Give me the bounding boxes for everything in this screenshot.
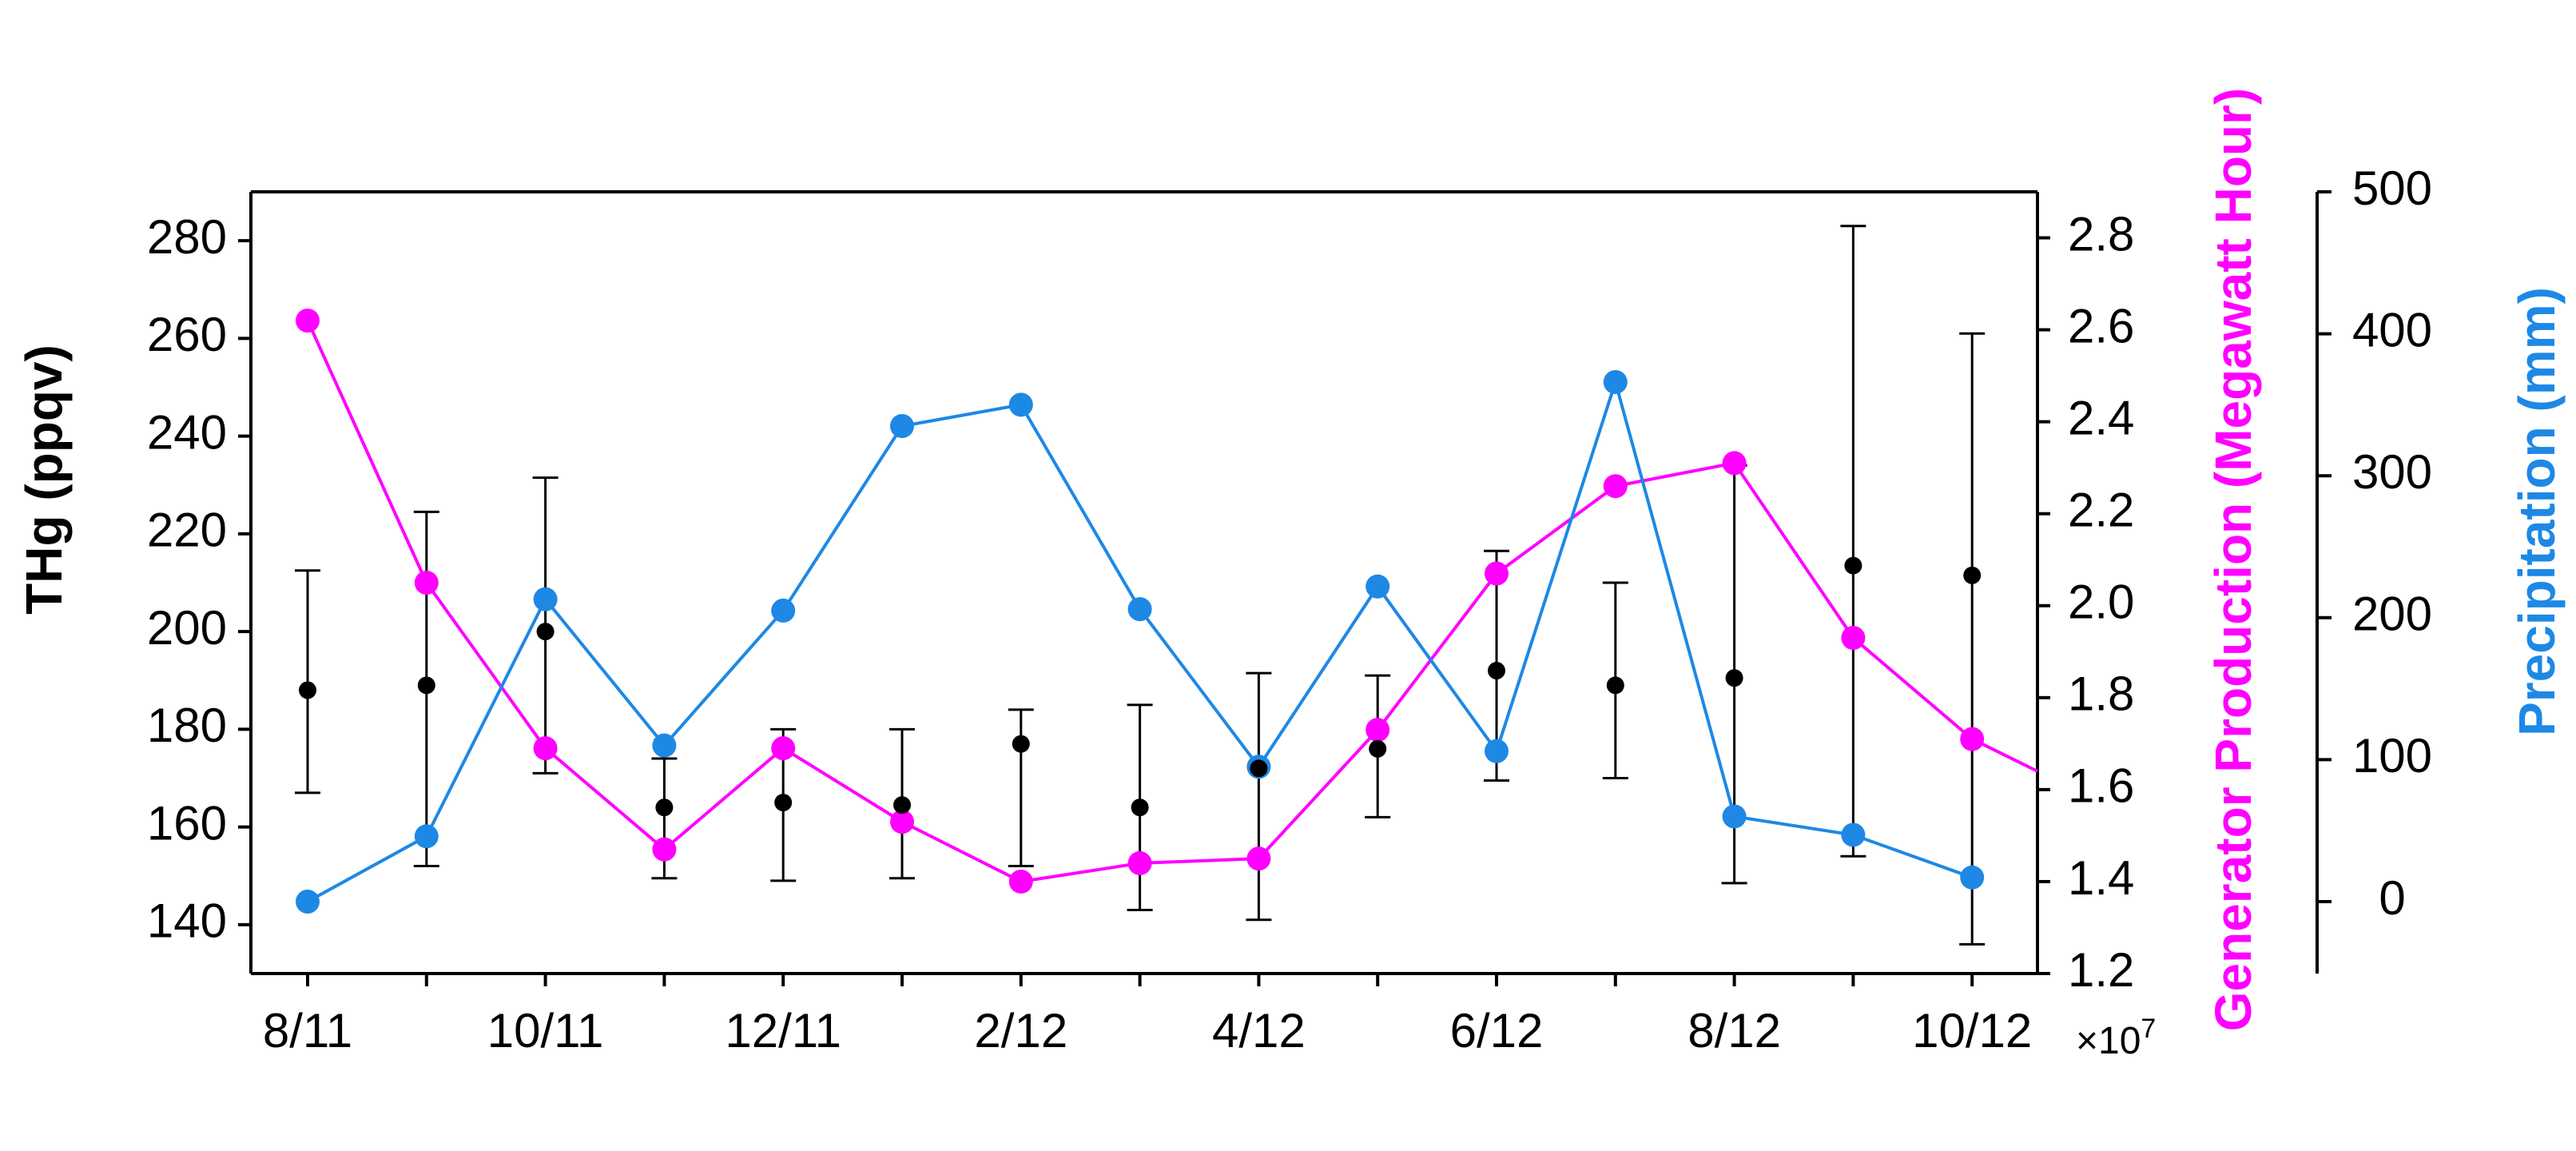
- precipitation-point: [533, 587, 558, 611]
- thg-point: [1369, 739, 1387, 758]
- precipitation-point: [296, 890, 320, 914]
- precipitation-point: [1008, 392, 1033, 417]
- generator-point: [1127, 850, 1152, 875]
- precipitation-point: [1960, 865, 1985, 890]
- generator-line: [306, 320, 2038, 884]
- generator-point: [1366, 718, 1390, 743]
- plot-frame-layer: [249, 190, 2039, 975]
- precipitation-point: [1722, 804, 1747, 829]
- right-axis-generator-tick-label: 1.8: [2068, 667, 2134, 721]
- thg-point: [1250, 759, 1268, 778]
- x-axis-tick-label: 8/12: [1688, 1004, 1781, 1057]
- x-axis-tick-label: 2/12: [974, 1004, 1067, 1057]
- right-axis-generator-tick-label: 1.2: [2068, 943, 2134, 997]
- x-axis: 8/11 10/11 12/11 2/12 4/12 6/12 8/12 10/12: [263, 974, 2032, 1057]
- right-axis-generator-tick-label: 2.0: [2068, 576, 2134, 629]
- generator-multiplier-exponent: 7: [2141, 1014, 2156, 1044]
- thg-point: [1012, 735, 1030, 753]
- x-axis-tick-label: 4/12: [1212, 1004, 1306, 1057]
- right-axis-generator-tick-label: 2.4: [2068, 391, 2134, 444]
- right-axis-generator-tick-label: 2.6: [2068, 299, 2134, 352]
- left-axis-title: THg (ppqv): [15, 345, 73, 615]
- x-axis-tick-label: 6/12: [1450, 1004, 1544, 1057]
- generator-multiplier-label: ×107: [2076, 1014, 2156, 1062]
- left-axis-tick-label: 140: [147, 894, 227, 948]
- generator-point: [1960, 727, 1985, 751]
- thg-point: [1488, 662, 1505, 680]
- right-axis-generator-title: Generator Production (Megawatt Hour): [2204, 88, 2262, 1032]
- left-axis-tick-label: 200: [147, 601, 227, 655]
- precipitation-point: [1603, 369, 1628, 394]
- right-axis-precipitation-tick-label: 300: [2352, 445, 2432, 499]
- right-axis-precipitation: 0 100 200 300 400 500: [2316, 161, 2432, 974]
- generator-point: [296, 309, 320, 333]
- generator-point: [1841, 626, 1866, 651]
- thg-point: [893, 796, 911, 814]
- generator-point: [1603, 474, 1628, 499]
- generator-point: [652, 837, 677, 862]
- generator-multiplier-base: ×10: [2076, 1020, 2141, 1062]
- right-axis-generator: 1.2 1.4 1.6 1.8 2.0 2.2 2.4 2.6 2.8: [2037, 207, 2134, 997]
- right-axis-precipitation-tick-label: 200: [2352, 587, 2432, 641]
- thg-point: [1844, 556, 1862, 575]
- left-axis-tick-label: 220: [147, 504, 227, 557]
- precipitation-point: [1127, 597, 1152, 622]
- thg-point: [417, 676, 435, 695]
- thg-point: [1963, 566, 1982, 584]
- right-axis-precipitation-tick-label: 400: [2352, 303, 2432, 356]
- thg-point: [774, 794, 793, 812]
- x-axis-tick-label: 10/11: [487, 1004, 604, 1057]
- precipitation-point: [1366, 574, 1390, 599]
- left-axis-tick-label: 240: [147, 405, 227, 459]
- thg-point: [655, 799, 674, 817]
- precipitation-point: [652, 733, 677, 758]
- precipitation-point: [1841, 822, 1866, 847]
- series-layer: [295, 225, 2038, 946]
- right-axis-precipitation-tick-label: 500: [2352, 161, 2432, 215]
- right-axis-precipitation-tick-label: 100: [2352, 729, 2432, 783]
- thg-point: [1725, 669, 1743, 687]
- right-axis-generator-tick-label: 2.8: [2068, 207, 2134, 261]
- left-axis-tick-label: 180: [147, 699, 227, 752]
- generator-point: [1246, 846, 1271, 871]
- right-axis-generator-tick-label: 2.2: [2068, 484, 2134, 537]
- precipitation-point: [1485, 739, 1509, 763]
- generator-point: [771, 736, 796, 761]
- thg-point: [1606, 676, 1624, 695]
- generator-point: [1008, 869, 1033, 894]
- precipitation-point: [771, 598, 796, 623]
- right-axis-precipitation-title: Precipitation (mm): [2508, 287, 2566, 736]
- right-axis-precipitation-tick-label: 0: [2379, 871, 2405, 925]
- precipitation-point: [890, 414, 914, 439]
- thg-point: [299, 681, 316, 699]
- x-axis-tick-label: 12/11: [725, 1004, 841, 1057]
- generator-point: [533, 736, 558, 761]
- thg-point: [536, 623, 555, 641]
- thg-point: [1131, 799, 1149, 817]
- precipitation-point: [414, 824, 439, 849]
- x-axis-tick-label: 10/12: [1912, 1004, 2032, 1057]
- x-axis-tick-label: 8/11: [263, 1004, 352, 1057]
- right-axis-generator-tick-label: 1.4: [2068, 851, 2134, 905]
- left-axis-tick-label: 260: [147, 308, 227, 361]
- left-axis-tick-label: 280: [147, 210, 227, 264]
- left-axis: 140 160 180 200 220 240 260 280: [147, 210, 251, 948]
- generator-point: [890, 810, 914, 834]
- generator-point: [1722, 451, 1747, 476]
- left-axis-tick-label: 160: [147, 796, 227, 850]
- right-axis-generator-tick-label: 1.6: [2068, 759, 2134, 813]
- generator-point: [414, 571, 439, 595]
- generator-point: [1485, 561, 1509, 586]
